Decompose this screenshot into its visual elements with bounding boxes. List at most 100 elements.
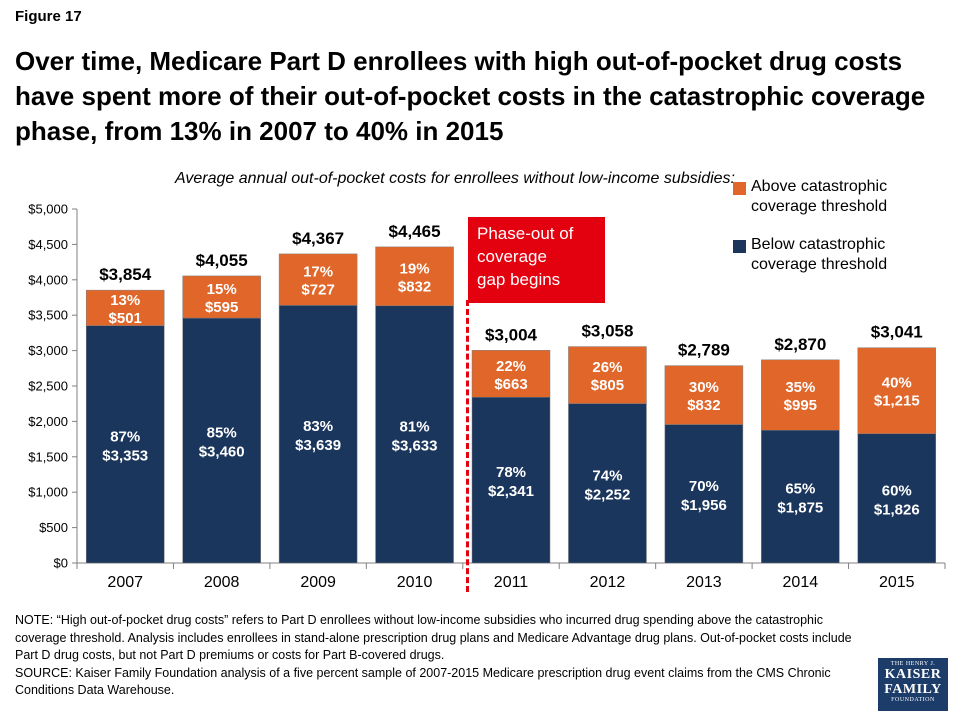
y-tick-label: $500 [39,520,68,535]
x-tick-label: 2014 [783,574,819,591]
bar-below-threshold [182,317,261,564]
legend-item-above: Above catastrophic coverage threshold [733,177,887,217]
data-label-below-value: $1,875 [777,500,823,517]
data-label-below-percent: 81% [400,418,430,435]
bar-above-threshold [761,359,840,431]
bar-above-threshold [375,246,454,307]
data-label-above-percent: 13% [110,292,140,309]
data-label-below-percent: 87% [110,428,140,445]
data-label-below-value: $3,460 [199,444,245,461]
data-label-below-percent: 60% [882,482,912,499]
footnote: NOTE: “High out-of-pocket drug costs” re… [15,612,865,700]
bar-above-threshold [85,289,165,326]
y-tick-label: $4,000 [28,272,68,287]
x-tick-label: 2007 [107,574,143,591]
legend-label-below-line1: Below catastrophic [751,236,886,253]
legend-label-above-line2: coverage threshold [751,198,888,215]
data-label-below-percent: 83% [303,418,333,435]
kff-logo: THE HENRY J. KAISER FAMILY FOUNDATION [878,658,948,711]
data-label-total: $2,789 [678,341,730,360]
data-label-above-percent: 26% [592,359,622,376]
data-label-total: $3,854 [99,265,152,284]
data-label-total: $3,058 [581,322,633,341]
bar-above-threshold [664,365,744,425]
bar-below-threshold [664,424,744,564]
bar-below-threshold [278,305,358,564]
y-tick-label: $0 [54,556,68,571]
source-text: SOURCE: Kaiser Family Foundation analysi… [15,665,831,698]
bar-above-threshold [278,253,358,306]
legend: Above catastrophic coverage threshold Be… [733,177,887,293]
data-label-above-value: $1,215 [874,393,920,410]
data-label-below-percent: 74% [592,467,622,484]
data-label-above-percent: 40% [882,375,912,392]
bar-below-threshold [85,325,165,564]
y-tick-label: $2,000 [28,414,68,429]
data-label-below-value: $2,341 [488,483,534,500]
chart-title: Over time, Medicare Part D enrollees wit… [15,46,926,146]
phase-out-annotation: Phase-out of coverage gap begins [468,217,605,303]
data-label-below-value: $3,639 [295,437,341,454]
data-label-total: $2,870 [774,335,826,354]
bar-above-threshold [471,350,551,398]
x-tick-label: 2015 [879,574,915,591]
x-tick-label: 2010 [397,574,433,591]
bar-above-threshold [568,346,647,404]
phase-out-divider-line [466,300,469,592]
data-label-below-value: $1,956 [681,497,727,514]
y-tick-label: $5,000 [28,202,68,217]
legend-swatch-below [733,240,746,253]
annotation-line-3: gap begins [477,270,561,289]
logo-line-1: THE HENRY J. [890,661,936,667]
logo-line-3: FAMILY [884,682,942,697]
x-tick-label: 2012 [590,574,626,591]
data-label-above-percent: 17% [303,264,333,281]
data-label-total: $4,465 [389,222,441,241]
data-label-total: $3,041 [871,323,923,342]
data-label-above-value: $595 [205,299,238,316]
x-tick-label: 2008 [204,574,240,591]
data-label-below-percent: 78% [496,464,526,481]
y-tick-label: $3,500 [28,308,68,323]
data-label-below-percent: 85% [207,425,237,442]
data-label-below-value: $1,826 [874,501,920,518]
data-label-below-percent: 65% [785,481,815,498]
y-tick-label: $2,500 [28,379,68,394]
legend-swatch-above [733,182,746,195]
bar-below-threshold [568,403,647,564]
data-label-total: $4,367 [292,229,344,248]
data-label-below-value: $2,252 [584,486,630,503]
data-label-above-percent: 15% [207,281,237,298]
data-label-above-percent: 35% [785,379,815,396]
y-tick-label: $3,000 [28,343,68,358]
annotation-line-1: Phase-out of [477,224,574,243]
data-label-above-value: $727 [301,282,334,299]
annotation-line-2: coverage [477,247,547,266]
bar-below-threshold [761,430,840,564]
data-label-above-value: $832 [687,397,720,414]
data-label-above-percent: 19% [400,260,430,277]
y-tick-label: $1,000 [28,485,68,500]
bar-below-threshold [375,305,454,564]
data-label-total: $4,055 [196,251,248,270]
y-tick-label: $4,500 [28,237,68,252]
y-tick-label: $1,500 [28,449,68,464]
figure-label: Figure 17 [15,8,82,25]
data-label-above-percent: 22% [496,358,526,375]
bar-above-threshold [857,347,937,434]
x-tick-label: 2011 [494,574,529,591]
data-label-above-value: $805 [591,377,624,394]
legend-item-below: Below catastrophic coverage threshold [733,235,887,275]
data-label-total: $3,004 [485,325,538,344]
data-label-above-percent: 30% [689,379,719,396]
data-label-below-value: $3,353 [102,447,148,464]
chart-subtitle: Average annual out-of-pocket costs for e… [175,170,735,187]
data-label-above-value: $501 [109,310,142,327]
bar-below-threshold [857,433,937,564]
x-tick-label: 2013 [686,574,722,591]
note-text: NOTE: “High out-of-pocket drug costs” re… [15,613,852,662]
bar-above-threshold [182,275,261,319]
legend-label-below-line2: coverage threshold [751,256,888,273]
data-label-above-value: $832 [398,278,431,295]
